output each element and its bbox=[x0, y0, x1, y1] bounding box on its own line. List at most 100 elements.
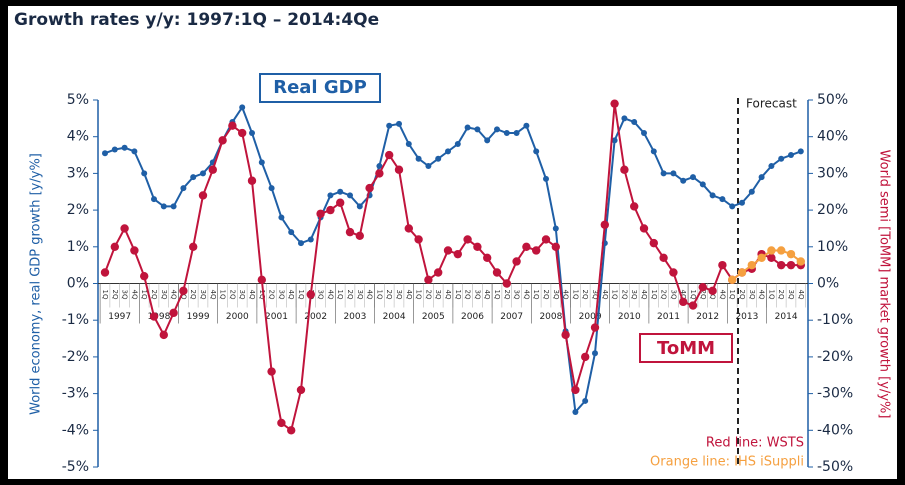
data-point bbox=[639, 224, 649, 233]
x-tick-label: 2Q bbox=[111, 290, 119, 300]
data-point bbox=[249, 130, 255, 137]
x-tick-label: 1Q bbox=[140, 290, 148, 300]
y-tick-label: 4% bbox=[67, 129, 89, 145]
x-tick-label: 4Q bbox=[679, 290, 687, 300]
data-point bbox=[747, 260, 756, 270]
data-point bbox=[347, 192, 353, 199]
data-point bbox=[649, 238, 658, 248]
data-point bbox=[190, 174, 197, 181]
data-point bbox=[670, 170, 677, 177]
data-point bbox=[425, 163, 432, 170]
data-point bbox=[600, 220, 609, 229]
data-point bbox=[767, 253, 776, 263]
x-tick-label: 4Q bbox=[522, 290, 530, 300]
x-tick-label: 1Q bbox=[219, 290, 227, 300]
x-tick-label: 1Q bbox=[689, 290, 697, 300]
data-point bbox=[777, 246, 786, 255]
data-point bbox=[396, 120, 402, 127]
data-point bbox=[327, 192, 334, 199]
data-point bbox=[170, 203, 177, 210]
data-point bbox=[541, 235, 551, 244]
year-label: 2006 bbox=[461, 312, 484, 322]
data-point bbox=[151, 196, 157, 203]
x-tick-label: 2Q bbox=[542, 290, 550, 300]
x-tick-label: 2Q bbox=[581, 290, 589, 300]
data-point bbox=[483, 253, 492, 263]
data-point bbox=[228, 121, 237, 130]
x-tick-label: 3Q bbox=[277, 290, 285, 300]
data-point bbox=[160, 203, 167, 210]
data-point bbox=[355, 231, 364, 240]
data-point bbox=[788, 152, 794, 159]
x-tick-label: 1Q bbox=[767, 290, 775, 300]
background bbox=[8, 6, 897, 479]
x-tick-label: 3Q bbox=[787, 290, 795, 300]
x-tick-label: 1Q bbox=[101, 290, 109, 300]
x-tick-label: 2Q bbox=[346, 290, 354, 300]
data-point bbox=[376, 163, 383, 170]
data-point bbox=[141, 170, 148, 177]
data-point bbox=[111, 146, 118, 153]
year-label: 2005 bbox=[422, 312, 445, 322]
data-point bbox=[768, 163, 775, 170]
x-tick-label: 4Q bbox=[366, 290, 374, 300]
year-label: 2002 bbox=[304, 312, 327, 322]
x-tick-label: 1Q bbox=[532, 290, 540, 300]
data-point bbox=[208, 165, 217, 174]
data-point bbox=[238, 128, 247, 138]
y-tick-label: -3% bbox=[62, 386, 89, 402]
x-tick-label: 3Q bbox=[748, 290, 756, 300]
data-point bbox=[581, 352, 590, 362]
x-tick-label: 3Q bbox=[160, 290, 168, 300]
data-point bbox=[690, 174, 696, 181]
data-point bbox=[737, 268, 747, 277]
data-point bbox=[277, 418, 286, 428]
data-point bbox=[739, 199, 745, 206]
data-point bbox=[650, 148, 657, 155]
forecast-label: Forecast bbox=[746, 97, 797, 111]
y2-axis-label: World semi [ToMM] market growth [y/y%] bbox=[877, 150, 892, 419]
year-label: 1998 bbox=[147, 312, 170, 322]
data-point bbox=[356, 203, 363, 210]
data-point bbox=[121, 144, 128, 151]
data-point bbox=[474, 126, 481, 133]
y2-tick-label: 40% bbox=[817, 129, 848, 145]
data-point bbox=[131, 148, 138, 155]
data-point bbox=[247, 176, 257, 185]
data-point bbox=[414, 235, 423, 244]
x-tick-label: 1Q bbox=[375, 290, 383, 300]
x-tick-label: 2Q bbox=[228, 290, 236, 300]
data-point bbox=[415, 155, 422, 162]
y2-tick-label: -10% bbox=[817, 312, 853, 328]
data-point bbox=[307, 236, 314, 243]
y2-tick-label: -30% bbox=[817, 386, 853, 402]
data-point bbox=[453, 249, 462, 259]
year-label: 2011 bbox=[657, 312, 680, 322]
data-point bbox=[680, 177, 687, 184]
data-point bbox=[571, 385, 580, 395]
x-tick-label: 1Q bbox=[650, 290, 658, 300]
y2-tick-label: 10% bbox=[817, 239, 848, 255]
data-point bbox=[337, 188, 344, 195]
x-tick-label: 4Q bbox=[248, 290, 256, 300]
y-tick-label: 5% bbox=[67, 92, 89, 108]
data-point bbox=[100, 268, 110, 277]
x-tick-label: 2Q bbox=[189, 290, 197, 300]
x-tick-label: 4Q bbox=[444, 290, 452, 300]
data-point bbox=[159, 330, 168, 340]
x-tick-label: 1Q bbox=[336, 290, 344, 300]
x-tick-label: 4Q bbox=[601, 290, 609, 300]
x-tick-label: 4Q bbox=[562, 290, 570, 300]
data-point bbox=[288, 229, 295, 236]
year-label: 2013 bbox=[735, 312, 758, 322]
x-tick-label: 4Q bbox=[130, 290, 138, 300]
data-point bbox=[169, 308, 178, 318]
x-tick-label: 3Q bbox=[591, 290, 599, 300]
x-tick-label: 2Q bbox=[777, 290, 785, 300]
data-point bbox=[316, 209, 325, 218]
data-point bbox=[590, 323, 600, 332]
year-label: 2014 bbox=[775, 312, 798, 322]
data-point bbox=[200, 170, 206, 177]
year-label: 2008 bbox=[539, 312, 562, 322]
